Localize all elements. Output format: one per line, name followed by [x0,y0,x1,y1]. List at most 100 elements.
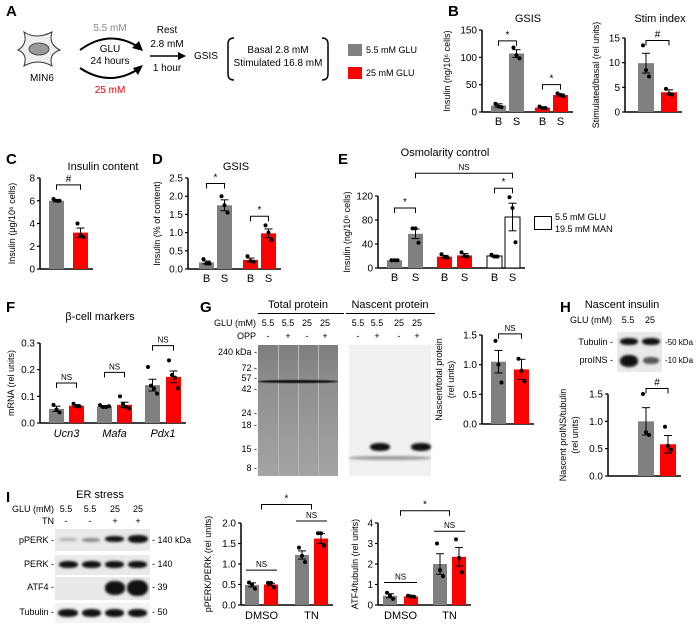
bar-red [457,255,472,268]
bar-gray [387,260,402,268]
significance-label: * [506,30,510,41]
data-point [558,93,563,98]
bar-red [243,259,258,269]
i-lane-tn: - [64,516,68,526]
data-point [297,545,301,550]
y-tick-label: 0 [471,108,477,119]
g-total-lane-opp: + [322,331,328,341]
significance-bracket [415,172,513,179]
panel-letter-a: A [6,3,17,20]
legend-swatch-mannitol [534,216,552,230]
data-point [176,386,180,391]
y-tick-label: 15 [609,34,621,45]
significance-label: # [655,29,661,40]
significance-label: NS [61,373,72,382]
data-point [511,45,516,50]
bar-gray [383,595,397,605]
y-tick-label: 0.0 [589,472,603,483]
y-tick-label: 5 [614,83,620,94]
bar-red [314,538,328,605]
data-point [459,250,464,255]
significance-bracket [400,510,450,516]
significance-bracket [494,187,513,194]
h-proins-blot [617,350,662,372]
bracket-left-icon [227,37,235,81]
g-nascent-lane-glu: 25 [411,318,423,328]
x-tick-label: S [221,273,228,285]
data-point [269,580,273,585]
data-point [540,106,545,111]
panel-letter-f: F [6,299,16,316]
data-point [409,594,413,599]
total-protein-header: Total protein [268,299,328,311]
pperk-blot [55,529,150,551]
i-lane-tn: + [135,516,141,526]
g-nascent-lane-opp: - [397,331,401,341]
chart-title: GSIS [223,161,249,173]
bar-gray [97,406,112,423]
x-tick-label: S [509,272,516,284]
data-point [51,197,56,202]
bar-gray [49,200,64,269]
data-point [496,362,501,367]
y-tick-label: 1.0 [463,360,477,371]
data-point [514,53,519,58]
y-tick-label: 40 [362,240,374,251]
x-tick-label: B [391,272,398,284]
significance-label: NS [444,521,455,530]
data-point [493,338,498,343]
i-row-kda: - 140 [152,559,173,569]
i-title: ER stress [76,489,124,501]
y-axis-label: Stimulated/basal (rel units) [591,22,601,129]
data-point [439,252,444,257]
H-chart: 0.0 0.5 1.0 1.5 # Nascent proINS/tubulin (rel … [558,378,681,483]
significance-label: NS [157,336,168,345]
y-tick-label: 150 [460,26,477,37]
y-tick-label: 0.5 [169,246,183,257]
data-point [647,433,651,437]
chart-title: GSIS [515,13,541,25]
y-tick-label: 0 [29,265,35,276]
data-point [247,580,251,585]
data-point [127,406,131,411]
data-point [222,203,227,208]
G-chart: 0.0 0.5 1.0 1.5 NS Nascent/total protein (rel … [434,324,534,431]
data-point [248,258,253,263]
h-row-label-proins: proINS - [579,355,613,365]
marker-label: 18 - [241,420,257,430]
x-tick-label: S [557,116,564,128]
x-tick-label: S [461,272,468,284]
arrow-high-glucose-icon [79,67,141,79]
y-tick-label: 2.0 [222,519,236,530]
y-tick-label: 0 [367,264,373,275]
h-lane-glu: 25 [644,315,656,325]
i-lane-tn: + [112,516,118,526]
marker-label: 240 kDa - [217,347,257,357]
y-axis-label: (rel units) [570,416,580,454]
x-tick-label: B [491,272,498,284]
significance-bracket [498,40,517,46]
data-point [663,424,667,429]
data-point [51,402,56,407]
data-point [74,404,79,409]
data-point [392,258,397,263]
data-point [522,379,527,384]
legend-label-red: 25 mM GLU [366,68,415,78]
g-total-lane-opp: - [266,331,270,341]
category-label: Mafa [102,428,126,440]
category-label: TN [442,610,457,622]
nucleus-icon [28,42,50,56]
significance-bracket [394,207,416,213]
data-point [149,383,153,388]
bar-red [69,405,84,423]
high-glucose-label: 25 mM [94,85,126,96]
total-protein-underline [258,313,344,314]
y-axis-label: Nascent/total protein [434,338,444,421]
data-point [300,553,304,558]
data-point [225,210,230,215]
i-row-label: PERK - [23,559,54,569]
data-point [543,106,548,111]
g-opp-label: OPP [236,331,256,341]
